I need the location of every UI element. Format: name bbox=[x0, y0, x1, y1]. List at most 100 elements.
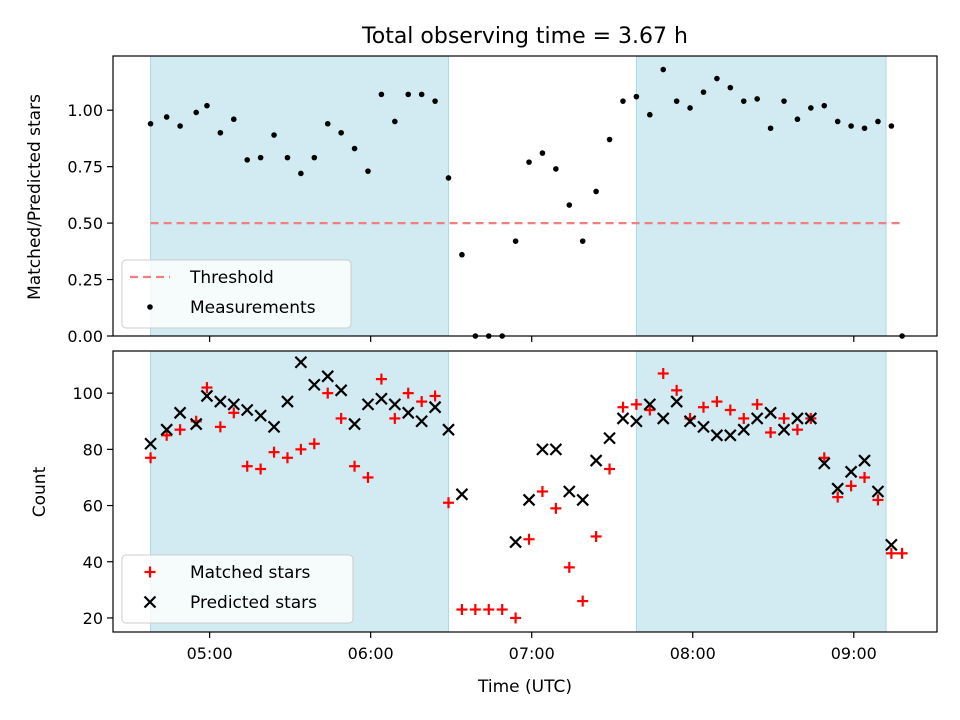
data-marker bbox=[738, 412, 750, 424]
data-marker bbox=[817, 457, 831, 470]
data-marker bbox=[145, 452, 157, 464]
data-marker bbox=[322, 387, 334, 399]
data-marker bbox=[630, 398, 642, 410]
data-marker bbox=[402, 387, 414, 399]
data-point bbox=[526, 159, 532, 165]
data-point bbox=[660, 66, 667, 73]
data-marker bbox=[442, 423, 455, 436]
data-marker bbox=[189, 417, 203, 431]
data-marker bbox=[791, 424, 803, 436]
data-marker bbox=[174, 424, 186, 436]
data-marker bbox=[778, 412, 790, 424]
data-marker bbox=[201, 382, 213, 394]
data-marker bbox=[644, 404, 656, 416]
data-marker bbox=[200, 389, 214, 403]
data-marker bbox=[764, 406, 777, 420]
data-point bbox=[351, 145, 358, 152]
x-axis-label: Time (UTC) bbox=[477, 677, 572, 697]
data-point bbox=[284, 154, 291, 161]
data-point bbox=[193, 109, 200, 116]
data-point bbox=[324, 120, 331, 127]
data-marker bbox=[657, 367, 669, 379]
data-point bbox=[727, 84, 734, 91]
data-marker bbox=[577, 595, 589, 607]
data-marker bbox=[268, 446, 280, 458]
data-marker bbox=[885, 547, 897, 559]
data-marker bbox=[522, 493, 536, 507]
y-tick-label: 80 bbox=[83, 440, 103, 459]
data-point bbox=[700, 89, 707, 95]
measurements-series bbox=[147, 66, 905, 339]
data-marker bbox=[697, 401, 709, 413]
x-tick-label: 07:00 bbox=[509, 644, 555, 663]
data-marker bbox=[896, 547, 908, 559]
data-marker bbox=[308, 378, 321, 391]
data-marker bbox=[509, 535, 522, 549]
data-marker bbox=[724, 429, 737, 442]
data-point bbox=[848, 123, 854, 129]
data-marker bbox=[334, 384, 348, 397]
data-point bbox=[204, 102, 210, 109]
y-tick-label: 0.50 bbox=[67, 214, 103, 233]
data-marker bbox=[281, 395, 294, 408]
data-point bbox=[633, 93, 640, 100]
data-marker bbox=[416, 396, 428, 408]
data-marker bbox=[563, 561, 575, 573]
data-point bbox=[405, 91, 412, 98]
data-point bbox=[378, 91, 385, 98]
data-marker bbox=[144, 437, 157, 451]
shaded-interval-2 bbox=[635, 350, 887, 633]
data-point bbox=[754, 96, 760, 102]
data-marker bbox=[443, 497, 455, 509]
data-marker bbox=[832, 491, 844, 503]
data-point bbox=[794, 116, 801, 123]
data-marker bbox=[375, 373, 387, 385]
legend-label: Matched stars bbox=[190, 563, 310, 583]
data-point bbox=[539, 150, 546, 156]
data-marker bbox=[456, 604, 468, 616]
legend-swatch bbox=[147, 304, 153, 310]
data-point bbox=[875, 118, 881, 125]
data-marker bbox=[711, 396, 723, 408]
data-marker bbox=[750, 412, 764, 425]
y-tick-label: 60 bbox=[83, 497, 103, 516]
legend-swatch bbox=[143, 595, 157, 609]
data-marker bbox=[563, 485, 576, 498]
data-marker bbox=[523, 533, 535, 545]
data-marker bbox=[737, 423, 751, 436]
data-point bbox=[338, 129, 344, 136]
data-point bbox=[767, 125, 774, 132]
data-marker bbox=[590, 530, 602, 542]
y-tick-label: 40 bbox=[83, 553, 103, 572]
data-point bbox=[459, 251, 465, 258]
data-marker bbox=[308, 438, 320, 450]
data-point bbox=[620, 98, 626, 104]
data-marker bbox=[589, 454, 603, 467]
data-marker bbox=[765, 426, 777, 438]
data-point bbox=[177, 123, 183, 129]
data-point bbox=[606, 136, 613, 143]
legend-label: Predicted stars bbox=[190, 593, 317, 613]
data-marker bbox=[549, 443, 563, 456]
data-marker bbox=[388, 398, 402, 411]
legend-label: Measurements bbox=[190, 298, 316, 318]
legend-box bbox=[121, 554, 354, 624]
y-tick-label: 100 bbox=[72, 384, 103, 403]
data-marker bbox=[871, 485, 885, 498]
plot-frame bbox=[112, 55, 938, 337]
data-marker bbox=[214, 395, 227, 408]
data-marker bbox=[228, 407, 240, 419]
data-marker bbox=[267, 420, 281, 434]
data-marker bbox=[389, 412, 401, 424]
data-marker bbox=[496, 604, 508, 616]
data-point bbox=[861, 125, 868, 132]
data-marker bbox=[617, 401, 629, 413]
data-marker bbox=[214, 421, 226, 433]
data-point bbox=[687, 105, 693, 111]
data-marker bbox=[469, 604, 481, 616]
data-point bbox=[834, 118, 841, 125]
legend-box bbox=[121, 259, 352, 329]
top-y-axis-label: Matched/Predicted stars bbox=[25, 94, 45, 300]
data-marker bbox=[241, 460, 253, 472]
data-marker bbox=[361, 398, 375, 411]
